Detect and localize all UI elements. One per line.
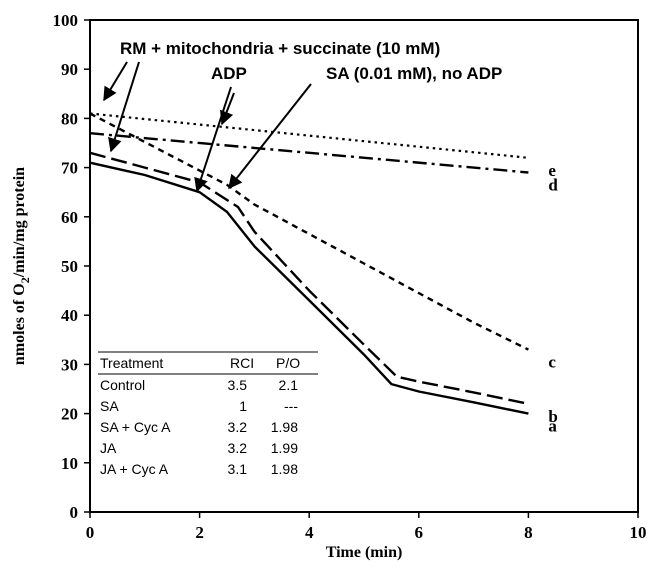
y-tick-label: 30	[61, 355, 78, 374]
table-cell: JA + Cyc A	[100, 461, 169, 477]
y-tick-label: 0	[70, 503, 79, 522]
x-tick-label: 8	[524, 523, 533, 542]
annotation-rm-mitochondria: RM + mitochondria + succinate (10 mM)	[120, 39, 440, 58]
series-label-d: d	[548, 176, 558, 195]
y-tick-label: 70	[61, 159, 78, 178]
table-cell: 1.99	[271, 440, 298, 456]
table-cell: 3.2	[228, 419, 248, 435]
table-header: P/O	[276, 355, 300, 371]
series-lines	[89, 112, 529, 415]
series-labels: ab c de	[548, 161, 558, 436]
y-tick-label: 90	[61, 60, 78, 79]
annotation-arrow	[108, 61, 140, 153]
annotation-arrow	[194, 86, 232, 193]
y-axis-title-part: nmoles of O	[11, 283, 28, 365]
table-cell: 1.98	[271, 419, 298, 435]
series-label-c: c	[548, 353, 556, 372]
table-cell: 3.2	[228, 440, 248, 456]
table-cell: JA	[100, 440, 117, 456]
table-cell: Control	[100, 377, 145, 393]
x-tick-label: 6	[415, 523, 424, 542]
y-tick-label: 60	[61, 208, 78, 227]
series-line-b	[89, 151, 529, 405]
table-cell: SA	[100, 398, 119, 414]
annotation-arrow	[103, 61, 128, 102]
series-label-e: e	[548, 161, 556, 180]
series-label-a: a	[548, 417, 557, 436]
x-axis-ticks: 0 2 4 6 8 10	[86, 512, 647, 542]
annotation-arrow	[228, 83, 312, 190]
table-cell: SA + Cyc A	[100, 419, 171, 435]
table-cell: ---	[284, 398, 298, 414]
series-line-c	[89, 112, 529, 351]
series-line-d	[89, 132, 529, 174]
annotation-sa-no-adp: SA (0.01 mM), no ADP	[326, 64, 502, 83]
table-header: Treatment	[100, 355, 163, 371]
x-tick-label: 4	[305, 523, 314, 542]
annotation-arrow	[220, 92, 235, 126]
summary-table: Treatment RCI P/O Control 3.5 2.1 SA 1 --- SA + C…	[98, 351, 318, 477]
y-axis-ticks: 0 10 20 30 40 50 60 70 80 90 100	[53, 11, 90, 522]
table-cell: 3.1	[228, 461, 248, 477]
series-line-a	[89, 161, 529, 415]
y-tick-label: 100	[53, 11, 79, 30]
annotations: RM + mitochondria + succinate (10 mM) AD…	[103, 39, 502, 193]
y-tick-label: 10	[61, 454, 78, 473]
series-line-e	[89, 112, 529, 159]
table-header: RCI	[230, 355, 254, 371]
annotation-adp: ADP	[211, 64, 247, 83]
y-tick-label: 50	[61, 257, 78, 276]
y-tick-label: 20	[61, 405, 78, 424]
x-tick-label: 10	[630, 523, 647, 542]
series-label-b: b	[548, 407, 557, 426]
y-tick-label: 40	[61, 306, 78, 325]
table-cell: 1	[239, 398, 247, 414]
x-axis-title: Time (min)	[326, 544, 403, 561]
table-cell: 2.1	[279, 377, 299, 393]
x-tick-label: 2	[195, 523, 204, 542]
y-axis-title: nmoles of O2/min/mg protein	[11, 167, 32, 365]
y-axis-title-subscript: 2	[18, 277, 32, 283]
x-tick-label: 0	[86, 523, 95, 542]
table-cell: 1.98	[271, 461, 298, 477]
y-axis-title-part: /min/mg protein	[11, 167, 28, 278]
table-cell: 3.5	[228, 377, 248, 393]
plot-frame	[89, 19, 639, 513]
y-tick-label: 80	[61, 109, 78, 128]
